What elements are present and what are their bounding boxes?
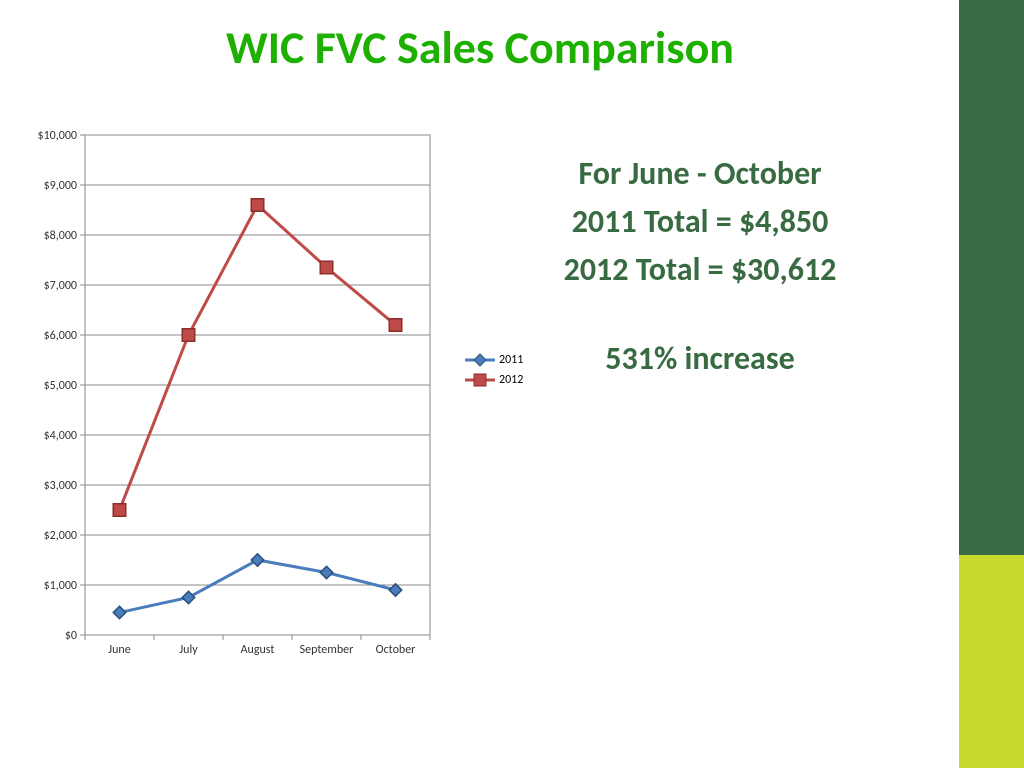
summary-block: For June - October 2011 Total = $4,850 2… <box>460 150 940 378</box>
svg-text:June: June <box>108 643 130 657</box>
svg-text:$4,000: $4,000 <box>44 429 77 443</box>
summary-2011-total: 2011 Total = $4,850 <box>460 198 940 246</box>
summary-2012-total: 2012 Total = $30,612 <box>460 246 940 294</box>
slide-title: WIC FVC Sales Comparison <box>0 20 960 76</box>
sales-chart: $0 $1,000 $2,000 $3,000 $4,000 $5,000 $6,000 $7… <box>20 130 440 670</box>
legend-label: 2011 <box>499 353 523 367</box>
svg-text:$10,000: $10,000 <box>38 130 78 143</box>
chart-legend: 2011 2012 <box>465 353 523 393</box>
legend-item: 2012 <box>465 373 523 387</box>
legend-label: 2012 <box>499 373 523 387</box>
svg-text:$3,000: $3,000 <box>44 479 77 493</box>
svg-text:$7,000: $7,000 <box>44 279 77 293</box>
sidebar-accent-bottom <box>959 555 1024 768</box>
svg-text:September: September <box>300 643 354 657</box>
summary-increase: 531% increase <box>460 339 940 378</box>
svg-text:$8,000: $8,000 <box>44 229 77 243</box>
svg-text:$2,000: $2,000 <box>44 529 77 543</box>
summary-range: For June - October <box>460 150 940 198</box>
svg-text:$9,000: $9,000 <box>44 179 77 193</box>
svg-text:$6,000: $6,000 <box>44 329 77 343</box>
svg-text:$5,000: $5,000 <box>44 379 77 393</box>
svg-text:October: October <box>376 643 416 657</box>
svg-text:$0: $0 <box>65 629 77 643</box>
svg-text:$1,000: $1,000 <box>44 579 77 593</box>
legend-item: 2011 <box>465 353 523 367</box>
svg-text:July: July <box>179 643 198 657</box>
sidebar-accent-top <box>959 0 1024 555</box>
svg-text:August: August <box>241 643 275 657</box>
